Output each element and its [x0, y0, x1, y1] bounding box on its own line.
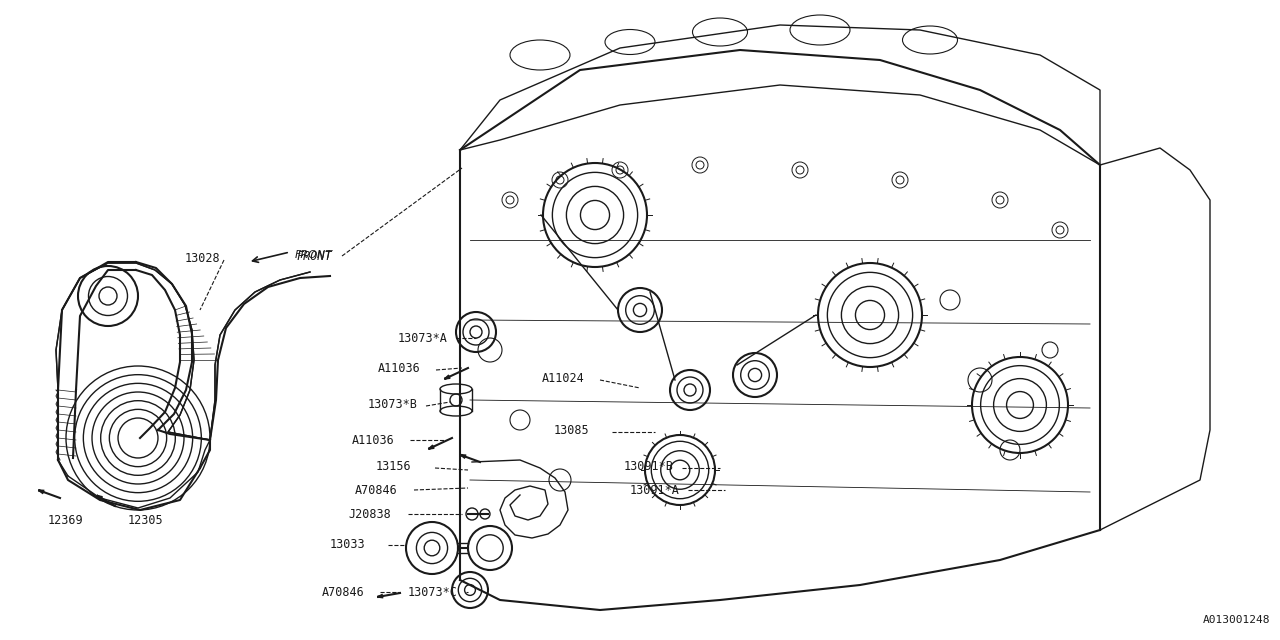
- Text: 12305: 12305: [128, 513, 164, 527]
- Text: 13091*A: 13091*A: [630, 483, 680, 497]
- Text: 13091*B: 13091*B: [625, 460, 673, 472]
- Text: 13033: 13033: [330, 538, 366, 550]
- Text: 13073*A: 13073*A: [398, 332, 448, 344]
- Text: 13073*C: 13073*C: [408, 586, 458, 598]
- Text: A70846: A70846: [355, 483, 398, 497]
- Text: 13085: 13085: [554, 424, 590, 436]
- Text: 12369: 12369: [49, 513, 83, 527]
- Text: FRONT: FRONT: [296, 250, 332, 262]
- Text: 13028: 13028: [186, 252, 220, 264]
- Text: J20838: J20838: [348, 508, 390, 520]
- Text: 13073*B: 13073*B: [369, 397, 417, 410]
- Text: A11036: A11036: [378, 362, 421, 374]
- Text: A013001248: A013001248: [1202, 615, 1270, 625]
- Text: A11024: A11024: [541, 371, 585, 385]
- Text: FRONT: FRONT: [294, 250, 333, 260]
- Text: 13156: 13156: [376, 460, 412, 472]
- Text: A11036: A11036: [352, 433, 394, 447]
- Text: A70846: A70846: [323, 586, 365, 598]
